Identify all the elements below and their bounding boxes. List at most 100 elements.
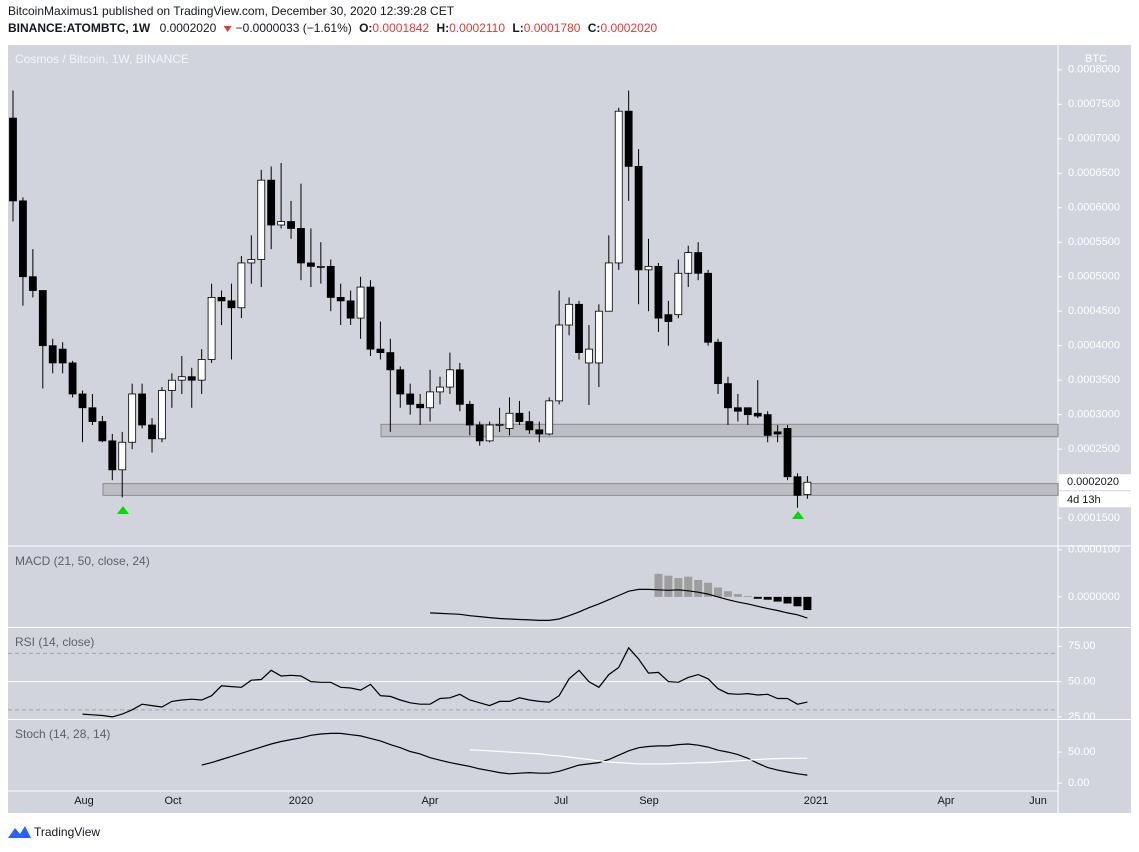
brand: TradingView xyxy=(34,825,100,839)
candle-body xyxy=(426,391,434,409)
histogram-bar xyxy=(763,596,772,600)
y-tick-label: 0.0006000 xyxy=(1068,202,1120,214)
candle-body xyxy=(237,262,246,309)
y-tick-label: 75.00 xyxy=(1068,640,1096,652)
indicator-title: Stoch (14, 28, 14) xyxy=(15,727,110,741)
candle-body xyxy=(207,297,216,360)
x-tick-label: Sep xyxy=(639,795,659,807)
y-tick-label: 0.0006500 xyxy=(1068,167,1120,179)
last-price-box xyxy=(1059,474,1131,491)
candle-body xyxy=(406,393,415,405)
y-tick-label: 0.0008000 xyxy=(1068,64,1120,76)
candle-body xyxy=(733,407,742,412)
histogram-bar xyxy=(773,596,782,602)
y-tick-label: 0.0007000 xyxy=(1068,133,1120,145)
histogram-bar xyxy=(714,587,723,597)
candle-body xyxy=(68,362,77,395)
candle-body xyxy=(704,272,712,343)
candle-body xyxy=(505,412,514,429)
series-line xyxy=(469,749,808,765)
candle-body xyxy=(78,393,87,409)
y-tick-label: 0.0005500 xyxy=(1068,236,1120,248)
candle-body xyxy=(376,348,385,353)
candle-body xyxy=(525,421,534,431)
candle-body xyxy=(306,262,315,267)
candle-body xyxy=(773,431,782,435)
indicator-title: RSI (14, close) xyxy=(15,635,94,649)
candle-body xyxy=(48,345,57,364)
candle-body xyxy=(366,286,375,350)
down-arrow xyxy=(223,26,232,32)
histogram-bar xyxy=(674,578,683,597)
ohlc-value: 0.0002020 xyxy=(600,21,657,35)
histogram-bar xyxy=(803,596,812,611)
candle-body xyxy=(753,412,762,417)
candle-body xyxy=(88,407,97,422)
y-tick-label: 0.0003500 xyxy=(1068,374,1120,386)
candle-body xyxy=(287,221,295,229)
chart-background xyxy=(8,45,1131,813)
candle-body xyxy=(98,421,107,442)
y-tick-label: 0.0005000 xyxy=(1068,271,1120,283)
indicator-title: MACD (21, 50, close, 24) xyxy=(15,554,150,568)
candle-body xyxy=(217,297,226,302)
change: −0.0000033 (−1.61%) xyxy=(236,21,352,35)
candle-body xyxy=(177,376,186,381)
candle-body xyxy=(138,393,146,426)
series-line xyxy=(201,732,808,776)
candle-body xyxy=(396,369,405,395)
candle-body xyxy=(297,228,305,264)
candle-body xyxy=(9,117,17,202)
candle-body xyxy=(634,165,643,271)
histogram-bar xyxy=(733,594,742,597)
x-tick-label: 2020 xyxy=(289,795,313,807)
candle-body xyxy=(674,272,683,316)
candle-body xyxy=(654,265,663,319)
candle-body xyxy=(316,265,325,268)
ohlc-label: O: xyxy=(359,21,372,35)
candle-body xyxy=(724,383,732,409)
candle-body xyxy=(485,424,494,442)
last-value: 0.0002020 xyxy=(160,21,217,35)
candle-body xyxy=(128,393,137,443)
histogram-bar xyxy=(723,591,732,597)
signal-arrow xyxy=(117,506,129,514)
x-tick-label: Apr xyxy=(937,795,954,807)
candle-body xyxy=(743,407,752,416)
candle-body xyxy=(465,403,474,426)
candle-body xyxy=(267,179,276,226)
candle-body xyxy=(644,265,653,271)
x-tick-label: Aug xyxy=(74,795,94,807)
candle-body xyxy=(58,348,67,364)
macd-line xyxy=(430,588,808,621)
candle-body xyxy=(515,412,524,422)
last-price-label: 0.0002020 xyxy=(1067,476,1119,488)
candle-body xyxy=(694,252,703,274)
y-tick-label: 50.00 xyxy=(1068,746,1096,758)
pane-title: Cosmos / Bitcoin, 1W, BINANCE xyxy=(15,52,189,66)
candle-body xyxy=(495,423,504,426)
candle-body xyxy=(783,428,792,478)
zone xyxy=(102,483,1059,496)
histogram-bar xyxy=(783,596,792,604)
candle-body xyxy=(436,386,444,393)
candle-body xyxy=(158,390,166,440)
symbol: BINANCE:ATOMBTC, 1W xyxy=(8,21,151,35)
countdown: 4d 13h xyxy=(1067,494,1101,506)
candle-body xyxy=(545,400,554,435)
x-tick-label: Apr xyxy=(421,795,438,807)
y-tick-label: 0.0000100 xyxy=(1068,544,1120,556)
x-tick-label: Jul xyxy=(554,795,568,807)
candle-body xyxy=(356,286,365,319)
symbol-line: BINANCE:ATOMBTC, 1W 0.0002020 −0.0000033… xyxy=(8,21,657,35)
histogram-bar xyxy=(664,575,673,597)
candle-body xyxy=(614,110,623,264)
ohlc-label: H: xyxy=(437,21,450,35)
countdown-box xyxy=(1059,491,1131,508)
histogram-bar xyxy=(704,582,713,597)
candle-body xyxy=(446,369,454,388)
histogram-bar xyxy=(684,576,693,597)
candle-body xyxy=(19,200,27,278)
candle-body xyxy=(386,352,395,371)
